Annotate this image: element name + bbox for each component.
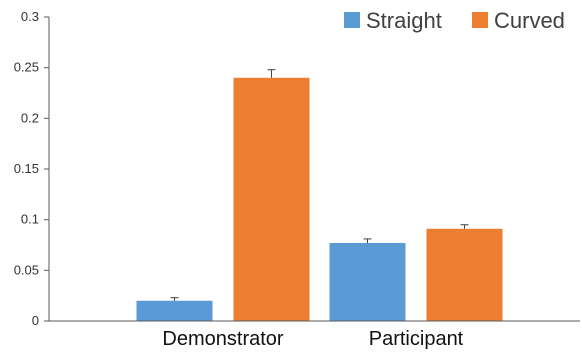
y-tick-label: 0.15 bbox=[14, 161, 39, 176]
bar-straight-participant bbox=[329, 242, 406, 321]
x-category-label: Participant bbox=[369, 328, 464, 350]
legend-label-curved: Curved bbox=[494, 8, 565, 33]
x-axis: Demonstrator Participant bbox=[49, 320, 580, 350]
y-axis: 0 0.05 0.1 0.15 0.2 0.25 0.3 bbox=[14, 9, 50, 328]
y-tick-label: 0.05 bbox=[14, 262, 39, 277]
y-tick-label: 0.2 bbox=[21, 110, 39, 125]
bar-curved-participant bbox=[426, 228, 503, 321]
legend: Straight Curved bbox=[344, 8, 565, 33]
bars bbox=[136, 69, 503, 321]
legend-swatch-curved bbox=[472, 12, 488, 28]
y-tick-label: 0 bbox=[32, 313, 39, 328]
legend-swatch-straight bbox=[344, 12, 360, 28]
x-category-label: Demonstrator bbox=[162, 328, 283, 350]
y-tick-label: 0.1 bbox=[21, 212, 39, 227]
bar-straight-demonstrator bbox=[136, 300, 213, 321]
legend-label-straight: Straight bbox=[366, 8, 442, 33]
y-tick-label: 0.3 bbox=[21, 9, 39, 24]
y-tick-label: 0.25 bbox=[14, 60, 39, 75]
bar-curved-demonstrator bbox=[233, 77, 310, 321]
